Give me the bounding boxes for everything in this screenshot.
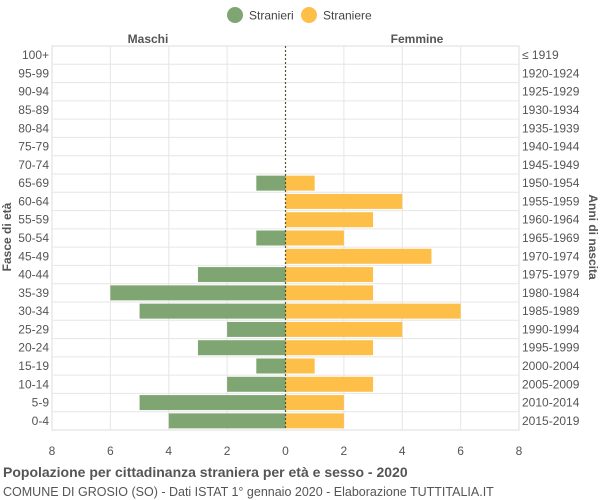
age-group-label: 20-24 xyxy=(18,341,49,355)
x-tick-label: 4 xyxy=(399,444,406,458)
bar-male-15-19 xyxy=(256,358,286,374)
bar-male-65-69 xyxy=(256,175,286,191)
x-tick-label: 6 xyxy=(107,444,114,458)
age-group-label: 100+ xyxy=(22,48,49,62)
bar-male-10-14 xyxy=(227,376,286,392)
bar-male-35-39 xyxy=(110,285,286,301)
bar-female-5-9 xyxy=(285,395,344,411)
age-group-label: 0-4 xyxy=(32,414,50,428)
bar-female-45-49 xyxy=(285,248,432,264)
x-tick-label: 4 xyxy=(165,444,172,458)
birth-year-label: 1935-1939 xyxy=(522,121,580,135)
birth-year-label: 2015-2019 xyxy=(522,414,580,428)
bar-female-25-29 xyxy=(285,321,403,337)
birth-year-label: 1985-1989 xyxy=(522,304,580,318)
age-group-label: 5-9 xyxy=(32,396,50,410)
bar-male-40-44 xyxy=(197,267,286,283)
x-tick-label: 0 xyxy=(282,444,289,458)
bar-female-55-59 xyxy=(285,212,374,228)
y-axis-title-right: Anni di nascita xyxy=(586,194,600,280)
legend: Stranieri Straniere xyxy=(227,7,372,23)
bar-female-20-24 xyxy=(285,340,374,356)
bar-female-65-69 xyxy=(285,175,315,191)
age-group-label: 25-29 xyxy=(18,322,49,336)
x-tick-label: 8 xyxy=(49,444,56,458)
x-tick-label: 2 xyxy=(224,444,231,458)
bar-female-35-39 xyxy=(285,285,374,301)
birth-year-label: 2005-2009 xyxy=(522,377,580,391)
age-group-label: 60-64 xyxy=(18,194,49,208)
birth-year-label: 1965-1969 xyxy=(522,231,580,245)
birth-year-label: 1970-1974 xyxy=(522,249,580,263)
x-tick-label: 6 xyxy=(457,444,464,458)
age-group-label: 70-74 xyxy=(18,158,49,172)
bar-female-30-34 xyxy=(285,303,461,319)
age-group-label: 95-99 xyxy=(18,66,49,80)
birth-year-label: 2010-2014 xyxy=(522,396,580,410)
femmine-label: Femmine xyxy=(391,32,444,46)
x-tick-label: 8 xyxy=(516,444,523,458)
x-tick-label: 2 xyxy=(341,444,348,458)
age-group-label: 30-34 xyxy=(18,304,49,318)
birth-year-label: 1990-1994 xyxy=(522,322,580,336)
age-group-label: 35-39 xyxy=(18,286,49,300)
birth-year-label: 1960-1964 xyxy=(522,213,580,227)
bar-female-10-14 xyxy=(285,376,374,392)
birth-year-label: 1955-1959 xyxy=(522,194,580,208)
age-group-label: 45-49 xyxy=(18,249,49,263)
legend-swatch-stranieri xyxy=(227,7,243,23)
legend-label-straniere: Straniere xyxy=(323,9,372,23)
birth-year-label: 1975-1979 xyxy=(522,268,580,282)
age-group-label: 50-54 xyxy=(18,231,49,245)
birth-year-label: 1980-1984 xyxy=(522,286,580,300)
bar-male-5-9 xyxy=(139,395,286,411)
birth-year-label: ≤ 1919 xyxy=(522,48,559,62)
age-group-label: 65-69 xyxy=(18,176,49,190)
age-group-label: 85-89 xyxy=(18,103,49,117)
birth-year-label: 1920-1924 xyxy=(522,66,580,80)
bar-male-20-24 xyxy=(197,340,286,356)
age-group-label: 55-59 xyxy=(18,213,49,227)
age-group-label: 40-44 xyxy=(18,268,49,282)
bar-male-25-29 xyxy=(227,321,286,337)
pyramid-chart: Stranieri Straniere Maschi Femmine Fasce… xyxy=(0,7,600,458)
bar-male-50-54 xyxy=(256,230,286,246)
birth-year-label: 1950-1954 xyxy=(522,176,580,190)
bar-male-0-4 xyxy=(168,413,286,429)
bar-female-15-19 xyxy=(285,358,315,374)
age-group-label: 90-94 xyxy=(18,85,49,99)
age-group-label: 10-14 xyxy=(18,377,49,391)
age-group-label: 80-84 xyxy=(18,121,49,135)
chart-title: Popolazione per cittadinanza straniera p… xyxy=(3,464,408,480)
birth-year-label: 1995-1999 xyxy=(522,341,580,355)
legend-label-stranieri: Stranieri xyxy=(249,9,294,23)
legend-swatch-straniere xyxy=(301,7,317,23)
birth-year-label: 2000-2004 xyxy=(522,359,580,373)
tick-labels: 8 6 4 2 0 2 4 6 8 100+ ≤ 1919 95-99 1920-1924 90-94 19… xyxy=(18,48,579,458)
bar-female-60-64 xyxy=(285,193,403,209)
chart-subtitle: COMUNE DI GROSIO (SO) - Dati ISTAT 1° ge… xyxy=(3,485,494,499)
birth-year-label: 1945-1949 xyxy=(522,158,580,172)
age-group-label: 15-19 xyxy=(18,359,49,373)
y-axis-title-left: Fasce di età xyxy=(0,202,14,271)
birth-year-label: 1940-1944 xyxy=(522,140,580,154)
bars xyxy=(110,46,461,430)
bar-male-30-34 xyxy=(139,303,286,319)
age-group-label: 75-79 xyxy=(18,140,49,154)
maschi-label: Maschi xyxy=(128,32,169,46)
bar-female-40-44 xyxy=(285,267,374,283)
bar-female-0-4 xyxy=(285,413,344,429)
bar-female-50-54 xyxy=(285,230,344,246)
birth-year-label: 1925-1929 xyxy=(522,85,580,99)
birth-year-label: 1930-1934 xyxy=(522,103,580,117)
